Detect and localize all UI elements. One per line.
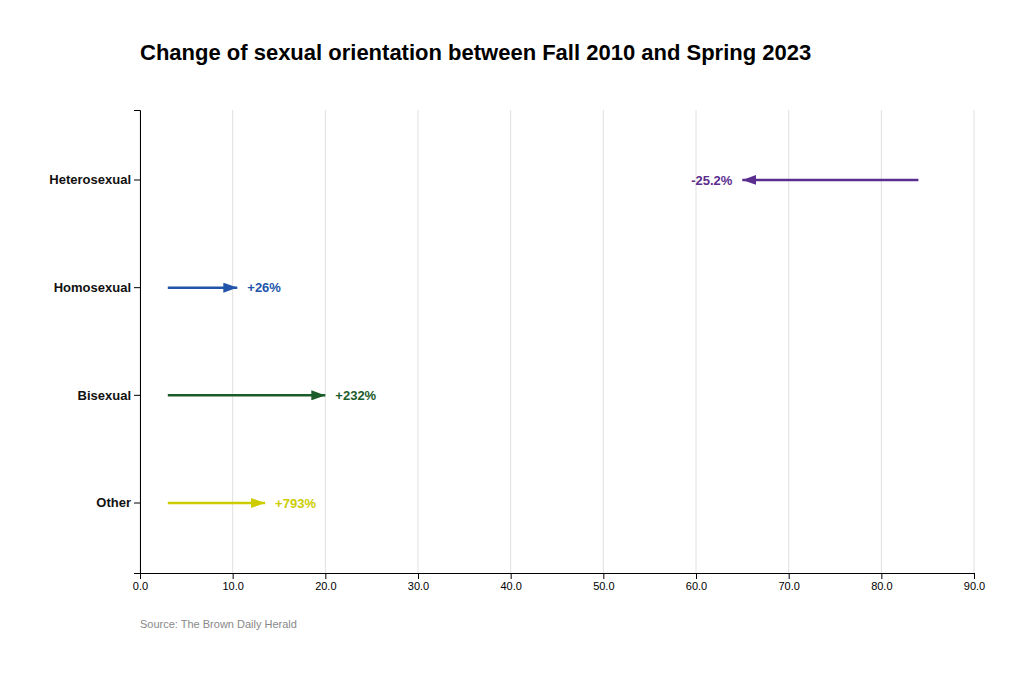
grid-line bbox=[974, 110, 975, 573]
annotation: -25.2% bbox=[691, 173, 733, 188]
y-tick-label: Homosexual bbox=[54, 280, 131, 295]
y-tick: Heterosexual bbox=[49, 172, 140, 187]
y-tick-mark bbox=[134, 395, 140, 396]
x-tick-mark bbox=[789, 573, 790, 579]
grid bbox=[140, 110, 974, 573]
x-tick-mark bbox=[603, 573, 604, 579]
y-tick: Homosexual bbox=[54, 280, 140, 295]
annotation: +793% bbox=[275, 496, 316, 511]
x-tick-mark bbox=[511, 573, 512, 579]
x-tick-label: 40.0 bbox=[500, 580, 521, 592]
x-tick-label: 90.0 bbox=[964, 580, 985, 592]
x-tick: 80.0 bbox=[871, 573, 892, 592]
y-axis-line bbox=[134, 111, 141, 574]
annotation: +26% bbox=[247, 280, 281, 295]
annotation: +232% bbox=[335, 388, 376, 403]
y-tick-label: Heterosexual bbox=[49, 172, 131, 187]
y-tick-mark bbox=[134, 179, 140, 180]
annotations: -25.2% +26% +232% +793% bbox=[247, 173, 732, 511]
x-tick-label: 80.0 bbox=[871, 580, 892, 592]
y-tick-label: Bisexual bbox=[78, 387, 131, 402]
arrow bbox=[168, 394, 326, 397]
x-tick-mark bbox=[233, 573, 234, 579]
x-tick-mark bbox=[418, 573, 419, 579]
x-tick: 30.0 bbox=[408, 573, 429, 592]
x-tick: 60.0 bbox=[686, 573, 707, 592]
y-tick: Other bbox=[96, 495, 140, 510]
x-tick-label: 50.0 bbox=[593, 580, 614, 592]
y-axis: Heterosexual Homosexual Bisexual Other bbox=[49, 111, 140, 574]
y-tick-mark bbox=[134, 287, 140, 288]
arrow bbox=[742, 179, 918, 182]
x-tick-label: 0.0 bbox=[133, 580, 148, 592]
x-tick-mark bbox=[974, 573, 975, 579]
x-tick: 90.0 bbox=[964, 573, 985, 592]
x-tick: 20.0 bbox=[315, 573, 336, 592]
x-tick: 10.0 bbox=[222, 573, 243, 592]
chart: Change of sexual orientation between Fal… bbox=[0, 0, 1024, 683]
grid-line bbox=[510, 110, 511, 573]
plot: 0.0 10.0 20.0 30.0 40.0 50.0 60.0 70.0 80.0 90.0 H… bbox=[49, 110, 985, 592]
x-tick-mark bbox=[325, 573, 326, 579]
x-tick: 40.0 bbox=[500, 573, 521, 592]
source: Source: The Brown Daily Herald bbox=[140, 618, 297, 630]
x-tick: 50.0 bbox=[593, 573, 614, 592]
arrow bbox=[168, 502, 265, 505]
x-tick-mark bbox=[696, 573, 697, 579]
arrows bbox=[168, 180, 919, 503]
x-tick-label: 70.0 bbox=[778, 580, 799, 592]
y-tick-mark bbox=[134, 503, 140, 504]
x-tick-label: 10.0 bbox=[222, 580, 243, 592]
grid-line bbox=[325, 110, 326, 573]
y-tick-label: Other bbox=[96, 495, 131, 510]
x-tick-label: 60.0 bbox=[686, 580, 707, 592]
x-tick: 70.0 bbox=[778, 573, 799, 592]
arrow bbox=[168, 286, 238, 289]
grid-line bbox=[603, 110, 604, 573]
grid-line bbox=[418, 110, 419, 573]
x-axis-line bbox=[141, 574, 975, 580]
y-tick: Bisexual bbox=[78, 387, 140, 402]
x-tick-mark bbox=[881, 573, 882, 579]
x-tick-label: 30.0 bbox=[408, 580, 429, 592]
title: Change of sexual orientation between Fal… bbox=[140, 40, 811, 65]
x-tick: 0.0 bbox=[133, 573, 148, 592]
x-axis: 0.0 10.0 20.0 30.0 40.0 50.0 60.0 70.0 80.0 90.0 bbox=[133, 573, 985, 592]
x-tick-label: 20.0 bbox=[315, 580, 336, 592]
